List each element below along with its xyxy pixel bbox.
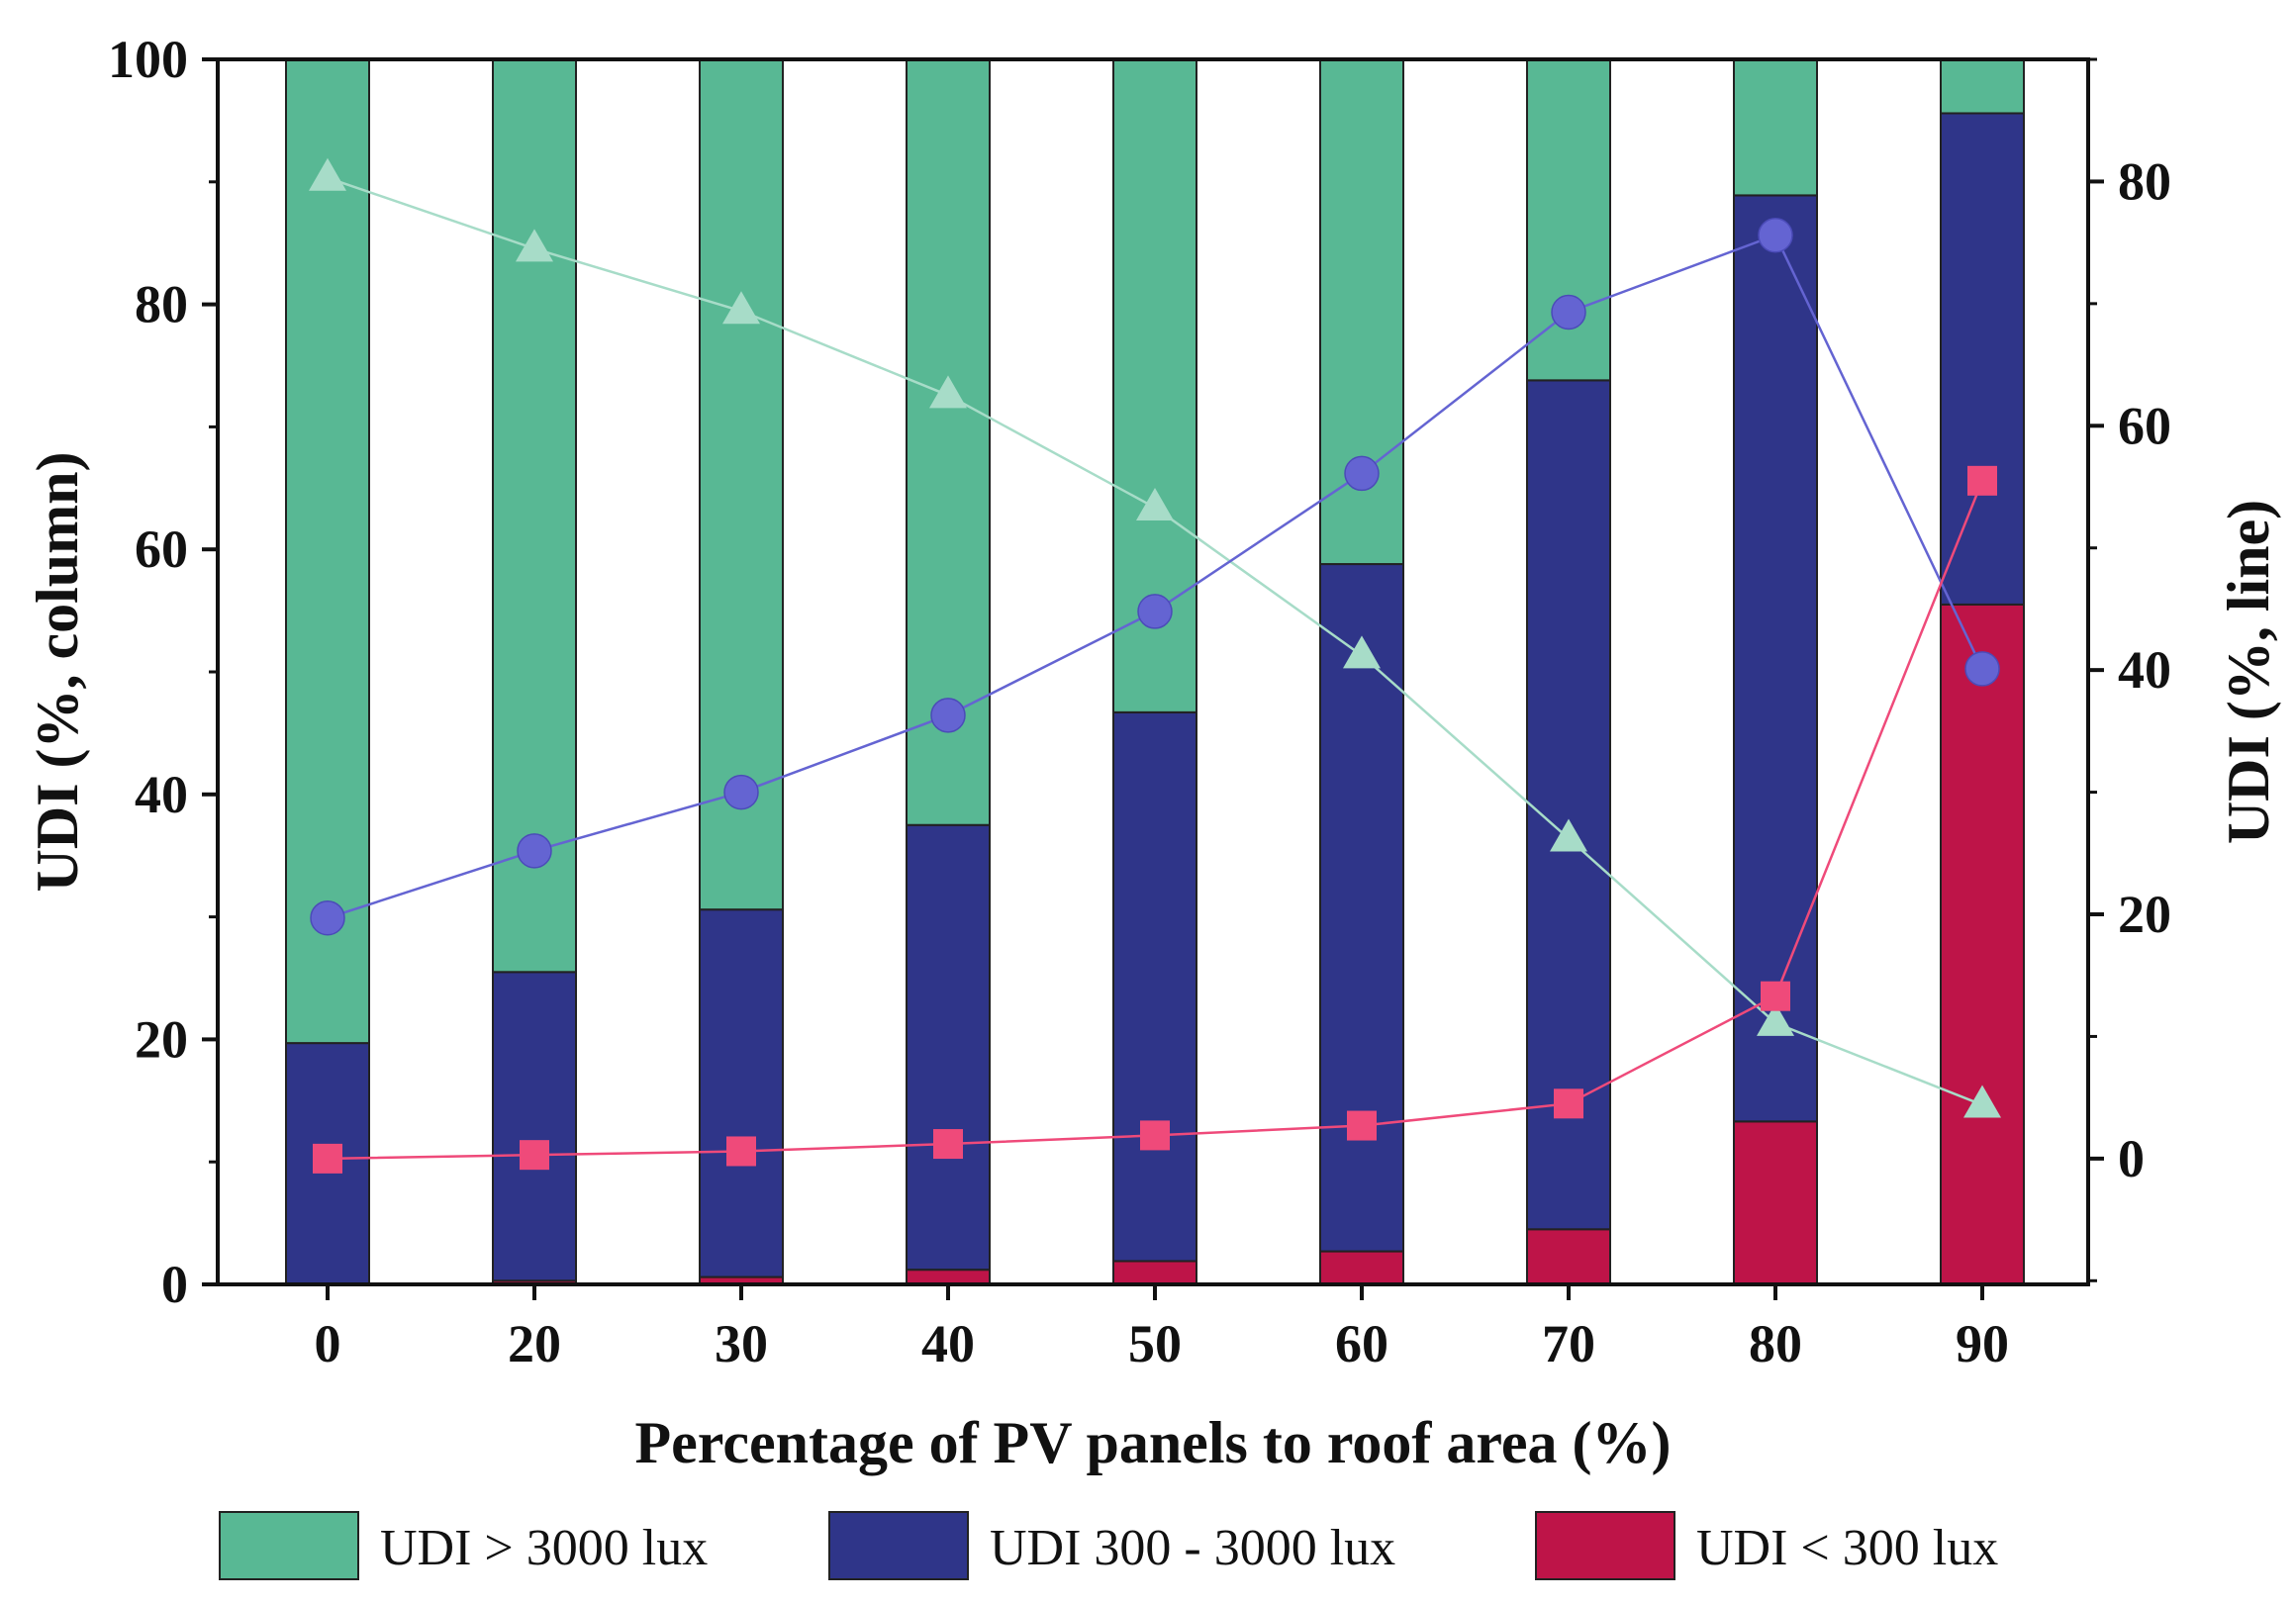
- marker-square-20: [520, 1140, 549, 1171]
- y2-tick-label: 0: [2118, 1129, 2145, 1188]
- y-axis-title: UDI (%, column): [25, 452, 90, 893]
- bar-1-20: [492, 971, 577, 1282]
- y-tick-label: 100: [108, 30, 188, 89]
- y-tick-label: 60: [135, 519, 188, 579]
- marker-triangle-50: [1136, 487, 1174, 520]
- marker-triangle-20: [516, 229, 553, 262]
- x-tick-label: 80: [1749, 1314, 1802, 1373]
- y-tick-label: 20: [135, 1009, 188, 1069]
- x-tick-label: 60: [1335, 1314, 1388, 1373]
- marker-circle-0: [310, 899, 345, 936]
- bar-1-80: [1733, 194, 1818, 1123]
- x-tick-label: 50: [1128, 1314, 1182, 1373]
- axes: 0 20 40 60 80 100 0 20 40 60 80 0 20 30 40 50 60 70 80 90: [108, 30, 2171, 1373]
- bar-1-70: [1526, 379, 1611, 1231]
- x-tick-label: 70: [1542, 1314, 1595, 1373]
- bar-layer: [285, 58, 2025, 1286]
- bar-0-40: [906, 1269, 991, 1286]
- bar-2-80: [1733, 58, 1818, 197]
- marker-triangle-30: [722, 291, 760, 325]
- legend-label-1: UDI 300 - 3000 lux: [990, 1520, 1395, 1576]
- marker-triangle-80: [1757, 1002, 1794, 1036]
- marker-circle-50: [1137, 594, 1173, 629]
- x-tick-label: 40: [921, 1314, 975, 1373]
- y2-tick-label: 20: [2118, 885, 2171, 944]
- legend-label-2: UDI < 300 lux: [1696, 1520, 1998, 1576]
- legend-swatch-2: [1535, 1511, 1675, 1580]
- legend-swatch-1: [828, 1511, 969, 1580]
- bar-1-30: [699, 908, 784, 1278]
- marker-circle-30: [723, 774, 759, 810]
- bar-0-50: [1112, 1260, 1197, 1286]
- bar-1-90: [1940, 112, 2025, 606]
- bar-2-0: [285, 58, 370, 1045]
- y2-axis-title: UDI (%, line): [2216, 500, 2281, 844]
- y2-tick-label: 40: [2118, 640, 2171, 700]
- marker-triangle-60: [1343, 635, 1381, 669]
- legend-swatch-0: [219, 1511, 359, 1580]
- bar-2-20: [492, 58, 577, 974]
- marker-square-0: [313, 1143, 342, 1174]
- bar-0-80: [1733, 1120, 1818, 1285]
- marker-circle-80: [1758, 217, 1793, 253]
- x-tick-label: 0: [315, 1314, 341, 1373]
- marker-circle-20: [517, 833, 552, 869]
- marker-square-70: [1554, 1088, 1583, 1119]
- marker-circle-70: [1551, 294, 1586, 330]
- marker-square-60: [1347, 1110, 1377, 1141]
- line-layer: [309, 157, 2001, 1174]
- y-tick-label: 40: [135, 765, 188, 824]
- marker-triangle-70: [1550, 818, 1587, 852]
- marker-triangle-90: [1963, 1085, 2001, 1118]
- bar-2-90: [1940, 58, 2025, 115]
- y2-tick-label: 60: [2118, 396, 2171, 455]
- marker-circle-40: [930, 698, 966, 733]
- marker-square-50: [1140, 1120, 1170, 1151]
- x-tick-label: 90: [1956, 1314, 2009, 1373]
- marker-square-30: [726, 1136, 756, 1167]
- marker-square-90: [1967, 465, 1997, 496]
- marker-triangle-0: [309, 157, 346, 191]
- x-tick-label: 20: [508, 1314, 561, 1373]
- marker-triangle-40: [929, 375, 967, 409]
- marker-circle-60: [1344, 455, 1380, 492]
- marker-square-40: [933, 1129, 963, 1160]
- x-axis-title: Percentage of PV panels to roof area (%): [635, 1410, 1672, 1475]
- bar-2-70: [1526, 58, 1611, 382]
- bar-2-40: [906, 58, 991, 826]
- bar-1-50: [1112, 710, 1197, 1263]
- legend-label-0: UDI > 3000 lux: [380, 1520, 708, 1576]
- x-tick-label: 30: [715, 1314, 768, 1373]
- bar-0-90: [1940, 603, 2025, 1285]
- bar-1-40: [906, 823, 991, 1272]
- marker-circle-90: [1964, 651, 2000, 687]
- legend: UDI > 3000 lux UDI 300 - 3000 lux UDI < 30…: [219, 1511, 1998, 1580]
- y-tick-label: 80: [135, 275, 188, 334]
- bar-0-70: [1526, 1228, 1611, 1286]
- y2-tick-label: 80: [2118, 151, 2171, 211]
- y-tick-label: 0: [161, 1255, 188, 1314]
- marker-square-80: [1761, 981, 1790, 1011]
- bar-0-60: [1319, 1250, 1404, 1285]
